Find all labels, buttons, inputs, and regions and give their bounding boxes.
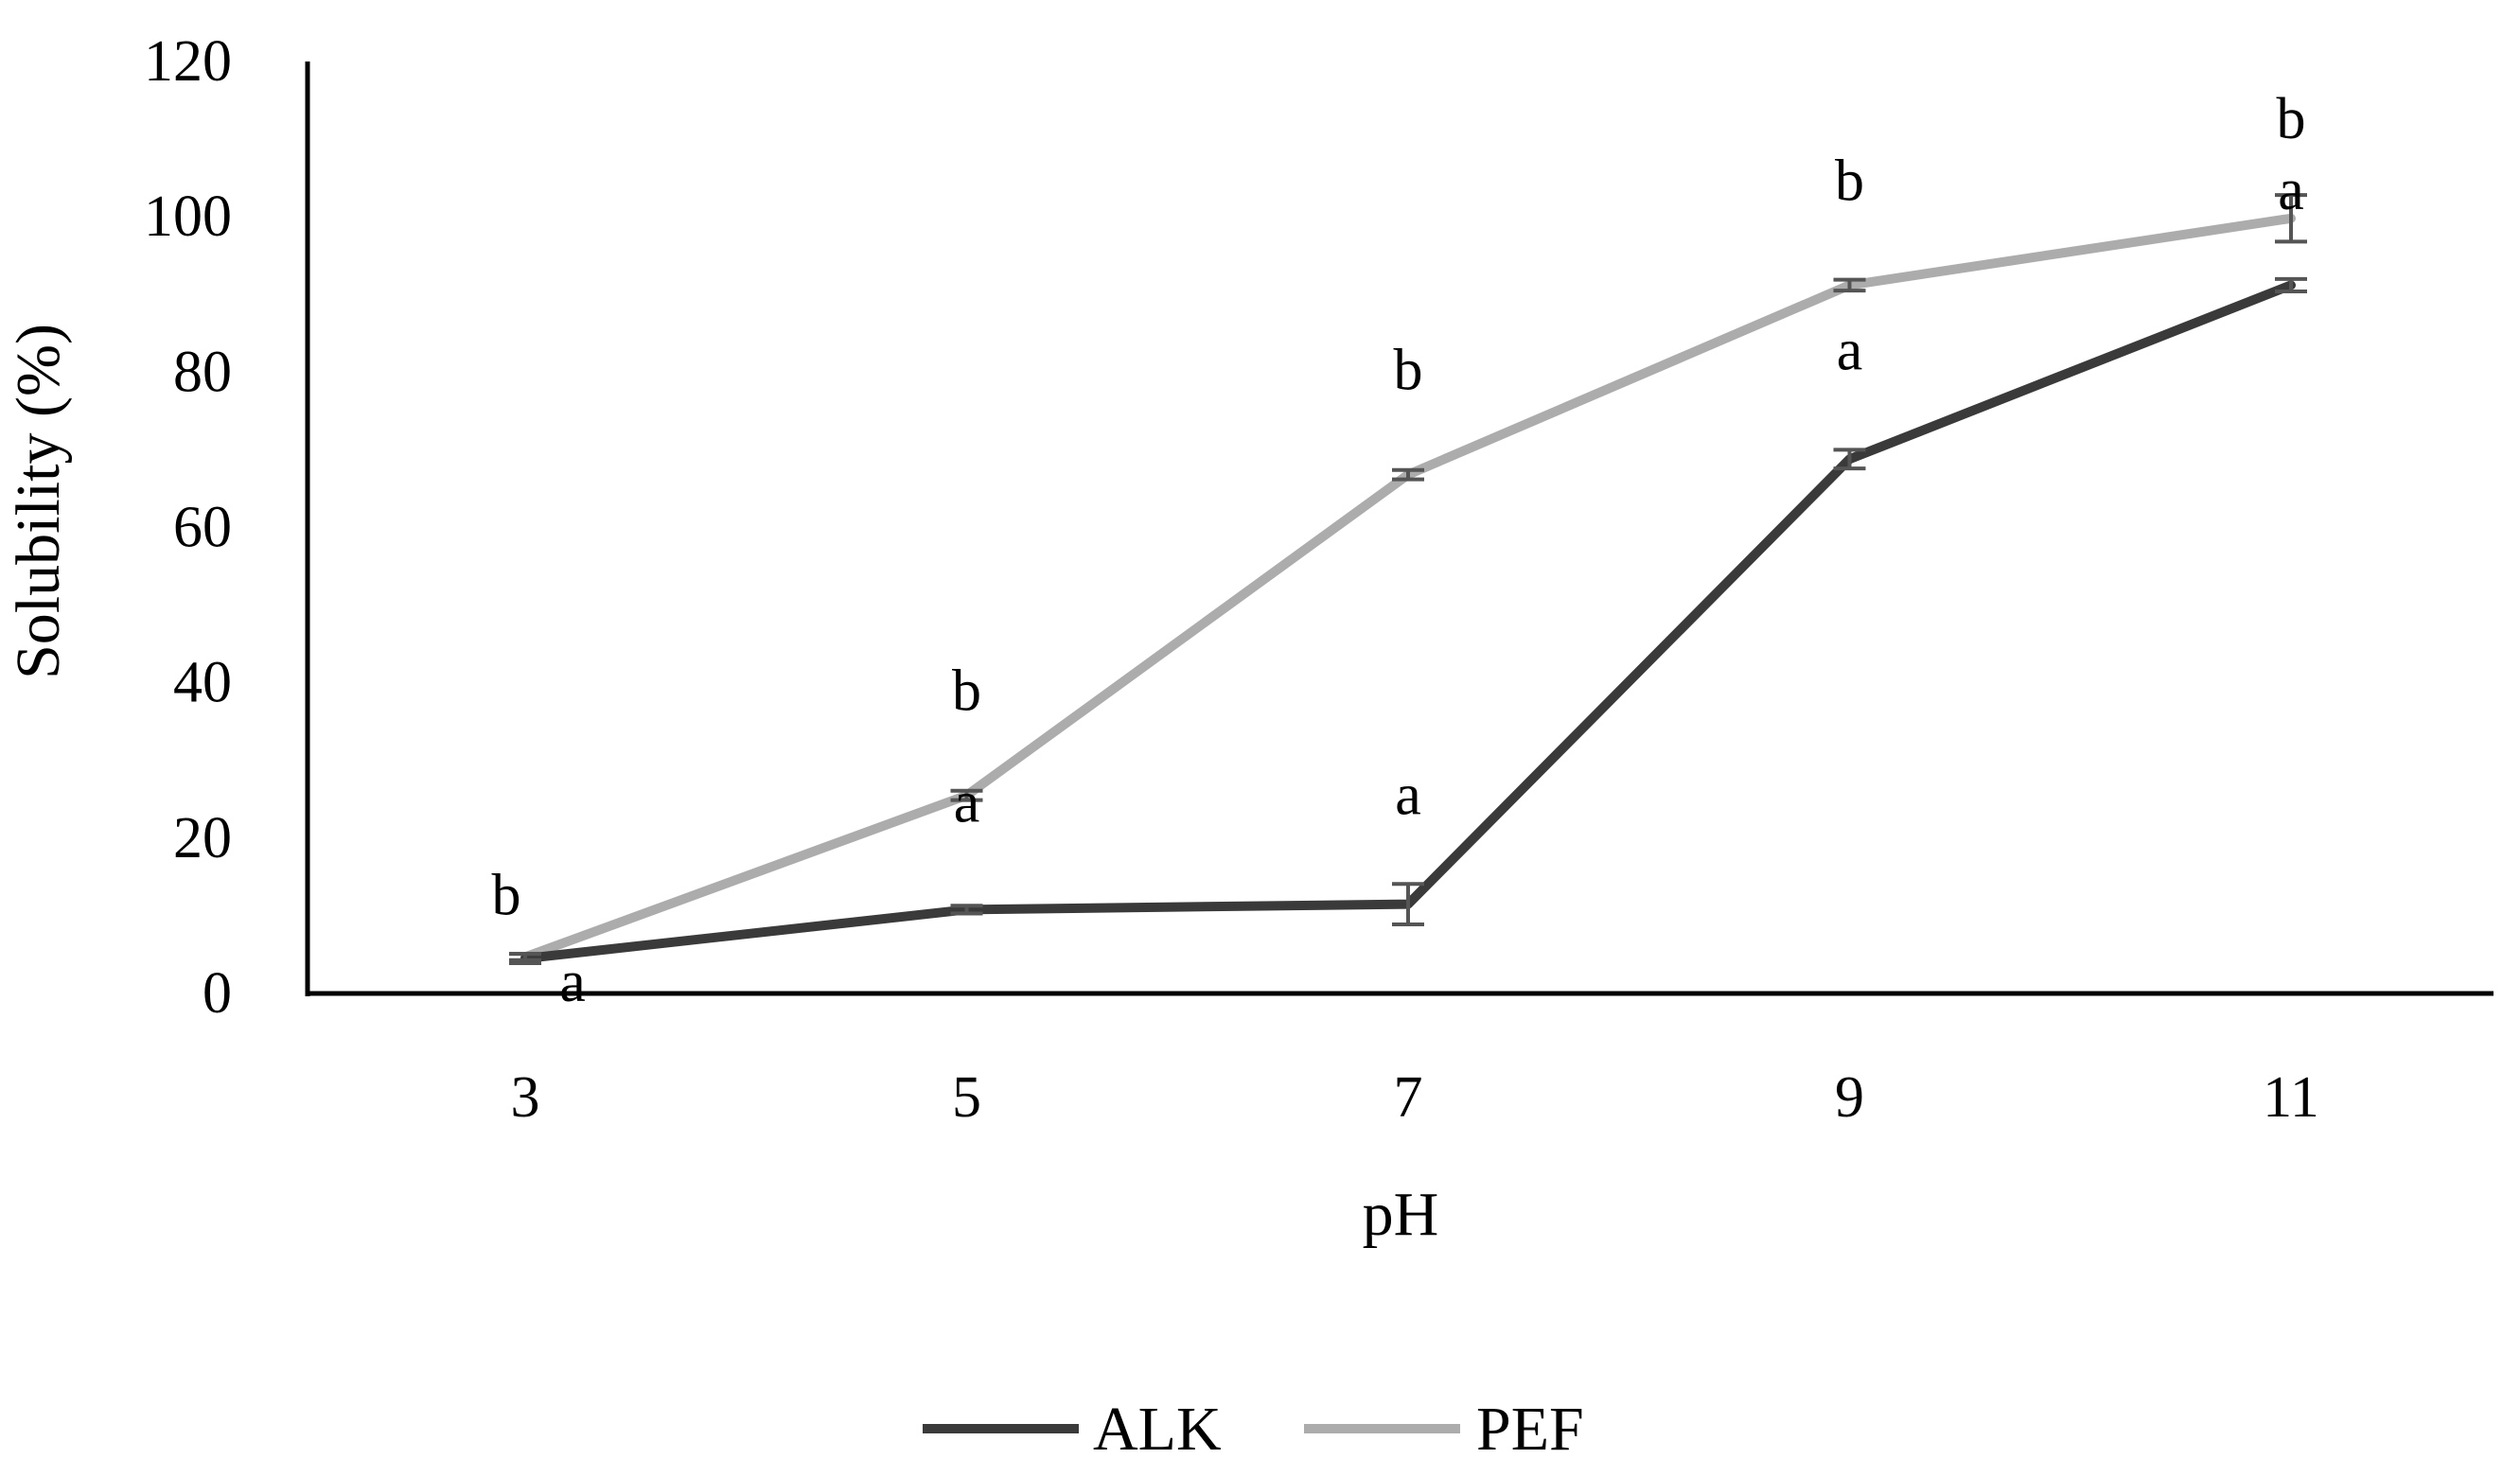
y-axis-title: Solubility (%) xyxy=(4,324,73,679)
significance-letter: b xyxy=(952,659,981,724)
error-bar-pef xyxy=(2275,193,2307,244)
significance-letter: b xyxy=(1394,339,1423,403)
error-bars xyxy=(509,193,2307,965)
error-bar-pef xyxy=(1392,467,1424,482)
x-tick-label: 5 xyxy=(952,1065,981,1130)
y-tick-labels: 0 20 40 60 80 100 120 xyxy=(144,29,232,1026)
error-bar-pef xyxy=(509,952,541,962)
significance-letter: b xyxy=(1835,149,1864,213)
x-tick-label: 3 xyxy=(511,1065,540,1130)
series-lines xyxy=(520,213,2296,964)
x-tick-labels: 3 5 7 9 11 xyxy=(511,1065,2319,1130)
legend: ALK PEF xyxy=(923,1395,1584,1464)
significance-letter: a xyxy=(1395,764,1421,828)
x-axis-title: pH xyxy=(1363,1180,1439,1249)
significance-letter: a xyxy=(2278,158,2304,222)
significance-letter: b xyxy=(2277,87,2306,151)
error-bar-alk xyxy=(1833,448,1866,471)
significance-letter: b xyxy=(492,863,521,927)
y-tick-label: 0 xyxy=(203,961,232,1026)
x-tick-label: 9 xyxy=(1835,1065,1864,1130)
y-tick-label: 100 xyxy=(144,184,232,249)
significance-letter: a xyxy=(954,771,980,835)
error-bar-pef xyxy=(1833,277,1866,293)
x-tick-label: 11 xyxy=(2263,1065,2319,1130)
significance-letter: a xyxy=(1837,318,1863,382)
y-tick-label: 120 xyxy=(144,29,232,94)
x-tick-label: 7 xyxy=(1394,1065,1423,1130)
legend-label-pef: PEF xyxy=(1476,1395,1584,1464)
y-tick-label: 60 xyxy=(173,496,232,560)
y-tick-label: 20 xyxy=(173,806,232,870)
axes xyxy=(305,62,2494,996)
significance-letter: a xyxy=(559,950,586,1014)
error-bar-pef xyxy=(950,788,983,802)
error-bar-alk xyxy=(950,904,983,916)
error-bar-alk xyxy=(1392,882,1424,926)
y-tick-label: 80 xyxy=(173,340,232,404)
y-tick-label: 40 xyxy=(173,651,232,715)
legend-label-alk: ALK xyxy=(1093,1395,1222,1464)
error-bar-alk xyxy=(2275,276,2307,293)
series-line-pef xyxy=(520,213,2296,962)
